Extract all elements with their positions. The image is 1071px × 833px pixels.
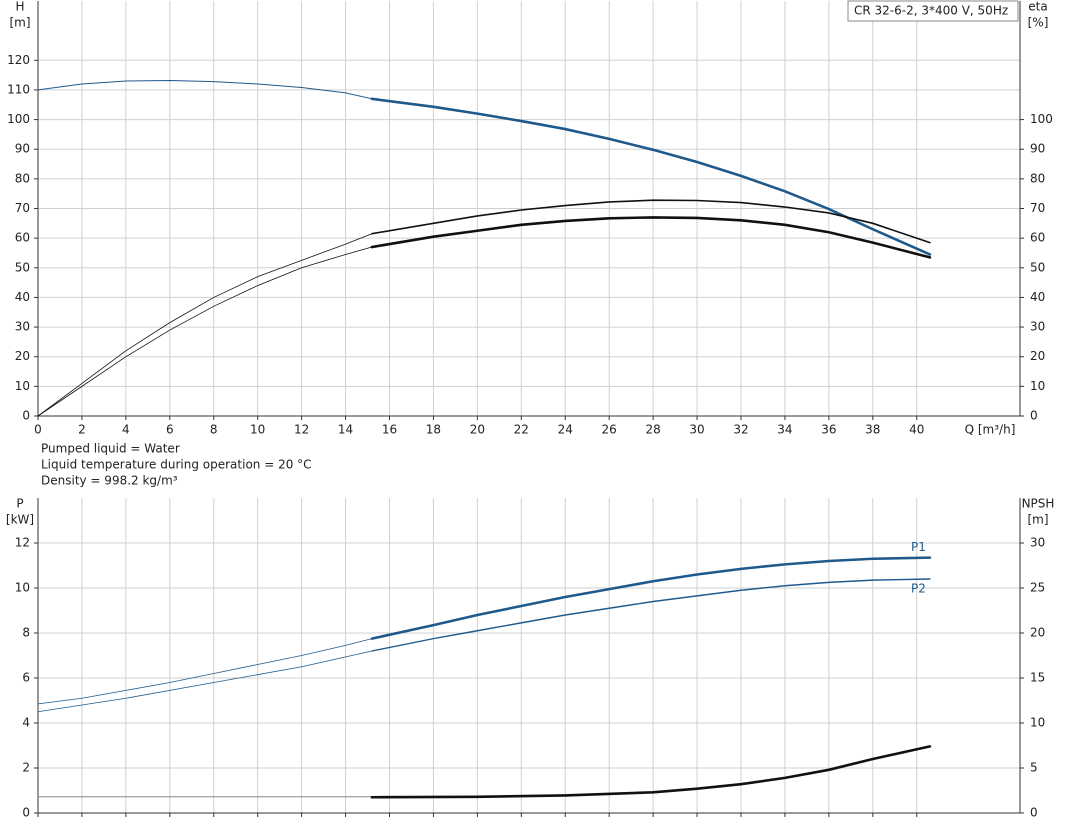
y-tick-label: 90 bbox=[15, 142, 30, 156]
y2-tick-label: 25 bbox=[1030, 581, 1045, 595]
x-tick-label: 6 bbox=[166, 423, 174, 437]
curve bbox=[370, 97, 932, 256]
curve bbox=[37, 79, 373, 100]
y-tick-label: 0 bbox=[22, 806, 30, 820]
x-tick-label: 20 bbox=[470, 423, 485, 437]
y-tick-label: 40 bbox=[15, 290, 30, 304]
x-tick-label: 10 bbox=[250, 423, 265, 437]
y-axis-unit: [kW] bbox=[6, 513, 34, 527]
x-tick-label: 26 bbox=[602, 423, 617, 437]
curve bbox=[371, 578, 931, 652]
x-tick-label: 14 bbox=[338, 423, 353, 437]
y-tick-label: 100 bbox=[7, 112, 30, 126]
y2-tick-label: 60 bbox=[1030, 231, 1045, 245]
y-tick-label: 20 bbox=[15, 349, 30, 363]
y2-tick-label: 100 bbox=[1030, 112, 1053, 126]
y-tick-label: 60 bbox=[15, 231, 30, 245]
chart-title: CR 32-6-2, 3*400 V, 50Hz bbox=[854, 4, 1008, 18]
y2-tick-label: 20 bbox=[1030, 349, 1045, 363]
y-tick-label: 6 bbox=[22, 671, 30, 685]
x-tick-label: 28 bbox=[645, 423, 660, 437]
x-tick-label: 16 bbox=[382, 423, 397, 437]
x-tick-label: 22 bbox=[514, 423, 529, 437]
y2-tick-label: 80 bbox=[1030, 171, 1045, 185]
x-tick-label: 12 bbox=[294, 423, 309, 437]
annotation: Density = 998.2 kg/m³ bbox=[41, 474, 178, 488]
x-tick-label: 38 bbox=[865, 423, 880, 437]
y-tick-label: 12 bbox=[15, 536, 30, 550]
y-tick-label: 70 bbox=[15, 201, 30, 215]
curve bbox=[370, 745, 932, 799]
x-tick-label: 8 bbox=[210, 423, 218, 437]
y2-tick-label: 10 bbox=[1030, 716, 1045, 730]
series-label: P2 bbox=[911, 582, 926, 596]
x-tick-label: 40 bbox=[909, 423, 924, 437]
y2-tick-label: 50 bbox=[1030, 260, 1045, 274]
curve bbox=[37, 650, 373, 713]
y2-tick-label: 30 bbox=[1030, 320, 1045, 334]
y-tick-label: 8 bbox=[22, 626, 30, 640]
y-tick-label: 2 bbox=[22, 761, 30, 775]
y-axis-unit: [m] bbox=[9, 16, 30, 30]
annotation: Liquid temperature during operation = 20… bbox=[41, 458, 312, 472]
y-tick-label: 4 bbox=[22, 716, 30, 730]
curve bbox=[370, 556, 932, 640]
y2-tick-label: 5 bbox=[1030, 761, 1038, 775]
curve bbox=[37, 233, 373, 417]
curve bbox=[371, 199, 931, 244]
y2-tick-label: 20 bbox=[1030, 626, 1045, 640]
curve bbox=[37, 638, 373, 705]
curve bbox=[37, 246, 373, 417]
y2-tick-label: 0 bbox=[1030, 409, 1038, 423]
y2-tick-label: 10 bbox=[1030, 379, 1045, 393]
y-tick-label: 0 bbox=[22, 409, 30, 423]
x-tick-label: 4 bbox=[122, 423, 130, 437]
y2-axis-unit: [%] bbox=[1028, 16, 1049, 30]
y2-axis-unit: [m] bbox=[1027, 513, 1048, 527]
x-tick-label: 32 bbox=[733, 423, 748, 437]
title-box bbox=[847, 0, 1019, 22]
y2-tick-label: 40 bbox=[1030, 290, 1045, 304]
x-tick-label: 36 bbox=[821, 423, 836, 437]
y2-axis-label: NPSH bbox=[1022, 497, 1055, 511]
y-tick-label: 50 bbox=[15, 260, 30, 274]
y2-tick-label: 15 bbox=[1030, 671, 1045, 685]
y-tick-label: 80 bbox=[15, 171, 30, 185]
y2-tick-label: 30 bbox=[1030, 536, 1045, 550]
x-tick-label: 18 bbox=[426, 423, 441, 437]
y-axis-label: H bbox=[15, 0, 24, 14]
y-tick-label: 30 bbox=[15, 320, 30, 334]
x-tick-label: 24 bbox=[558, 423, 573, 437]
y-tick-label: 120 bbox=[7, 53, 30, 67]
x-tick-label: 30 bbox=[689, 423, 704, 437]
annotation: Pumped liquid = Water bbox=[41, 442, 180, 456]
curve bbox=[370, 216, 932, 259]
y-tick-label: 10 bbox=[15, 379, 30, 393]
y-tick-label: 10 bbox=[15, 581, 30, 595]
y2-tick-label: 0 bbox=[1030, 806, 1038, 820]
x-tick-label: 2 bbox=[78, 423, 86, 437]
series-label: P1 bbox=[911, 540, 926, 554]
y-tick-label: 110 bbox=[7, 82, 30, 96]
x-tick-label: 34 bbox=[777, 423, 792, 437]
y2-tick-label: 70 bbox=[1030, 201, 1045, 215]
y-axis-label: P bbox=[16, 497, 23, 511]
x-tick-label: 0 bbox=[34, 423, 42, 437]
y2-axis-label: eta bbox=[1028, 0, 1047, 14]
x-axis-label: Q [m³/h] bbox=[965, 423, 1016, 437]
y2-tick-label: 90 bbox=[1030, 142, 1045, 156]
